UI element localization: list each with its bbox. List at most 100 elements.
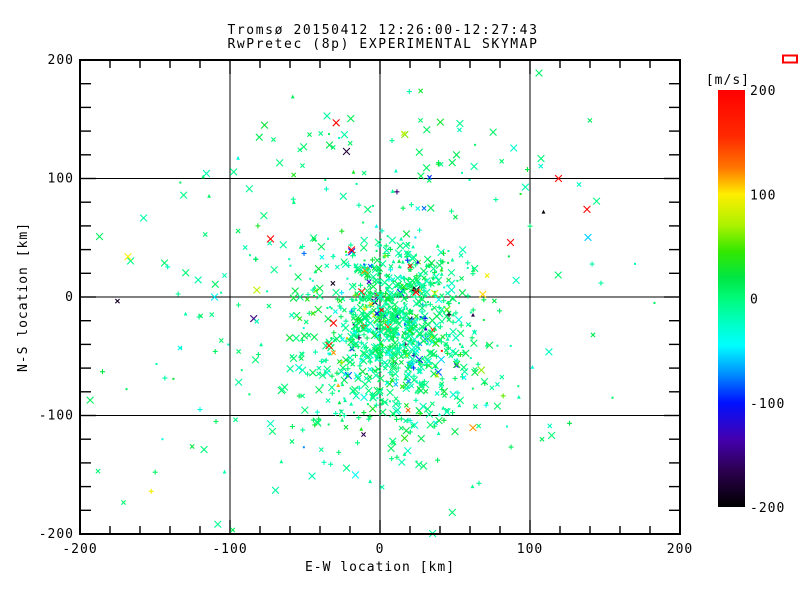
scatter-point	[368, 348, 376, 357]
scatter-point	[343, 318, 349, 324]
y-tick-label: 0	[65, 290, 74, 305]
scatter-point	[452, 360, 461, 369]
scatter-point	[446, 284, 449, 287]
scatter-point	[590, 332, 596, 338]
scatter-point	[447, 261, 450, 264]
scatter-point	[306, 332, 312, 338]
scatter-point	[358, 295, 361, 298]
scatter-point	[375, 388, 384, 397]
x-tick-label: -200	[62, 542, 97, 557]
scatter-point	[402, 311, 411, 319]
scatter-point	[356, 385, 362, 391]
scatter-point	[432, 321, 441, 330]
scatter-point	[337, 400, 342, 405]
scatter-point	[356, 336, 359, 339]
scatter-point	[351, 327, 354, 330]
scatter-point	[374, 223, 379, 228]
scatter-point	[393, 168, 398, 173]
scatter-point	[433, 290, 436, 293]
scatter-point	[427, 279, 433, 285]
scatter-point	[423, 302, 429, 308]
scatter-point	[218, 337, 224, 343]
scatter-point	[345, 250, 348, 253]
scatter-point	[253, 256, 259, 262]
scatter-point	[478, 290, 487, 299]
scatter-point	[370, 331, 379, 340]
scatter-point	[331, 330, 337, 336]
scatter-point	[358, 367, 367, 376]
scatter-point	[360, 393, 368, 402]
scatter-point	[408, 287, 414, 293]
scatter-point	[403, 402, 409, 408]
scatter-point	[220, 291, 223, 294]
scatter-point	[521, 183, 530, 191]
scatter-point	[459, 363, 468, 372]
scatter-point	[527, 223, 533, 229]
scatter-point	[507, 255, 510, 258]
scatter-point	[352, 322, 361, 330]
scatter-point	[382, 326, 385, 329]
scatter-point	[554, 271, 563, 279]
scatter-point	[155, 363, 158, 366]
scatter-point	[437, 305, 446, 314]
scatter-point	[383, 305, 391, 314]
scatter-point	[589, 261, 595, 267]
scatter-point	[350, 253, 356, 259]
scatter-point	[210, 293, 219, 301]
scatter-point	[415, 380, 418, 383]
x-tick-label: -100	[212, 542, 247, 557]
scatter-point	[343, 398, 347, 403]
scatter-point	[414, 284, 417, 287]
scatter-point	[361, 431, 367, 437]
scatter-point	[461, 349, 470, 358]
scatter-point	[345, 373, 350, 378]
scatter-point	[482, 318, 485, 321]
scatter-point	[332, 335, 341, 343]
scatter-point	[361, 170, 367, 176]
scatter-point	[454, 358, 460, 364]
scatter-point	[340, 296, 346, 302]
scatter-point	[126, 257, 135, 265]
scatter-point	[400, 205, 406, 211]
scatter-point	[302, 446, 305, 449]
scatter-point	[388, 267, 394, 273]
scatter-point	[634, 262, 636, 265]
scatter-point	[419, 281, 427, 290]
scatter-point	[441, 417, 447, 423]
scatter-point	[371, 265, 377, 271]
scatter-point	[369, 394, 378, 402]
scatter-point	[328, 383, 336, 392]
scatter-point	[338, 414, 341, 417]
scatter-point	[356, 415, 362, 421]
scatter-point	[389, 290, 398, 299]
scatter-point	[377, 374, 385, 383]
scatter-point	[402, 276, 408, 282]
scatter-point	[289, 294, 298, 302]
scatter-point	[470, 484, 475, 489]
scatter-point	[175, 291, 181, 297]
scatter-point	[439, 293, 445, 299]
scatter-point	[194, 276, 202, 284]
scatter-point	[418, 304, 426, 312]
scatter-point	[363, 347, 366, 350]
scatter-point	[383, 299, 389, 305]
scatter-point	[441, 298, 447, 304]
scatter-point	[368, 405, 377, 413]
scatter-point	[366, 279, 372, 285]
scatter-point	[354, 374, 362, 383]
scatter-point	[403, 418, 409, 424]
scatter-point	[390, 334, 396, 340]
scatter-point	[353, 411, 356, 414]
scatter-point	[469, 335, 475, 341]
scatter-point	[321, 384, 324, 387]
scatter-point	[95, 232, 104, 241]
scatter-point	[404, 447, 412, 455]
scatter-point	[459, 275, 465, 281]
scatter-point	[314, 305, 323, 314]
scatter-point	[337, 390, 340, 393]
scatter-point	[339, 192, 348, 201]
scatter-point	[369, 257, 375, 263]
scatter-point	[197, 407, 203, 413]
scatter-point	[438, 324, 444, 330]
scatter-point	[340, 382, 345, 387]
